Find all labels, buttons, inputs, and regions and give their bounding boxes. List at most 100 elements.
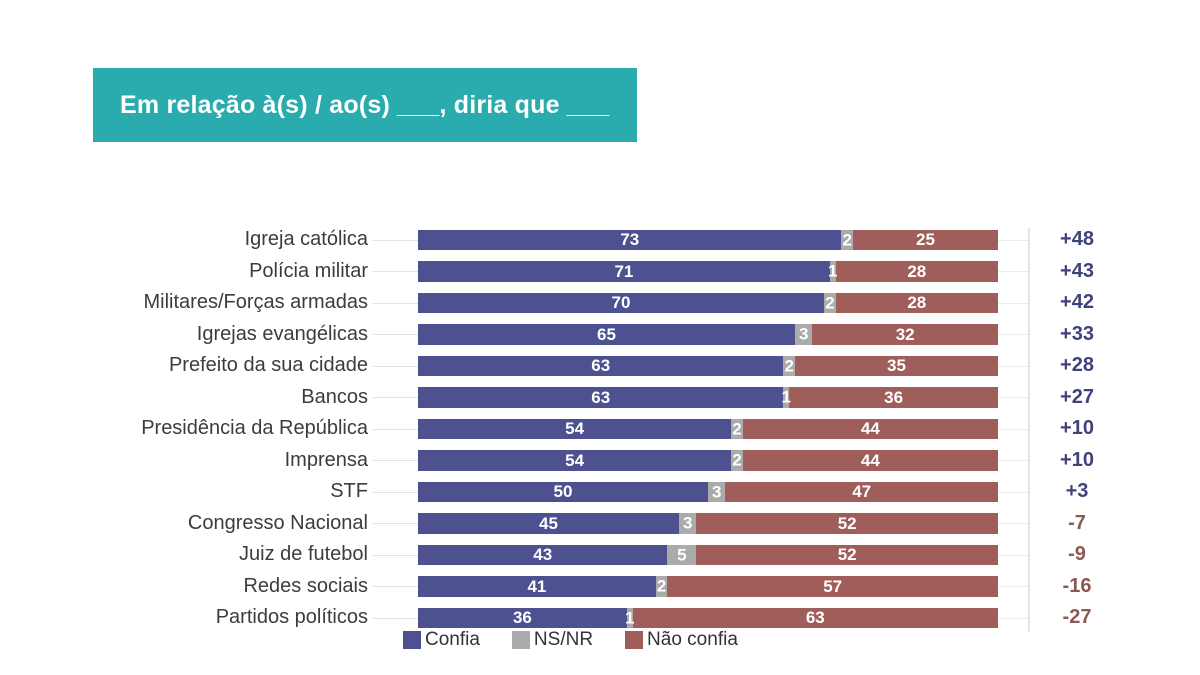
- net-score: +43: [1060, 259, 1094, 282]
- bar-value-label: 44: [860, 419, 880, 439]
- bar-value-label: 45: [539, 513, 558, 533]
- bar-segment-confia: 65: [418, 324, 795, 345]
- stacked-bar: 50 3 47: [418, 481, 998, 502]
- bar-value-label: 71: [614, 261, 634, 281]
- stacked-bar: 54 2 44: [418, 418, 998, 439]
- net-score: +42: [1060, 291, 1094, 314]
- bar-value-label: 3: [711, 482, 722, 502]
- tick-line-right: [998, 365, 1028, 367]
- bar-segment-nsnr: 3: [679, 513, 697, 534]
- tick-line-left: [373, 460, 418, 462]
- category-label: Redes sociais: [243, 574, 368, 597]
- bar-value-label: 1: [827, 261, 838, 281]
- category-label: Polícia militar: [249, 259, 368, 282]
- legend-swatch-icon: [511, 631, 530, 649]
- bar-segment-confia: 63: [418, 387, 784, 408]
- net-score: -16: [1062, 574, 1092, 597]
- bar-segment-nao_confia: 47: [725, 481, 998, 502]
- net-score: -27: [1062, 606, 1092, 629]
- tick-line-right: [998, 428, 1028, 430]
- chart-row: Presidência da República 54 2 44 +10: [0, 413, 1200, 445]
- net-score: -9: [1068, 543, 1086, 566]
- bar-segment-nao_confia: 28: [835, 292, 998, 313]
- bar-segment-nao_confia: 57: [667, 576, 998, 597]
- legend-label: Não confia: [647, 629, 738, 650]
- net-score: +28: [1060, 354, 1094, 377]
- bar-value-label: 2: [842, 230, 852, 250]
- chart-row: Imprensa 54 2 44 +10: [0, 445, 1200, 477]
- net-score: +33: [1060, 322, 1094, 345]
- bar-segment-confia: 45: [418, 513, 679, 534]
- chart-row: Polícia militar 71 1 28 +43: [0, 256, 1200, 288]
- tick-line-left: [373, 365, 418, 367]
- bar-value-label: 3: [798, 324, 809, 344]
- bar-value-label: 28: [907, 261, 927, 281]
- tick-line-left: [373, 334, 418, 336]
- stacked-bar: 41 2 57: [418, 576, 998, 597]
- bar-value-label: 54: [565, 450, 585, 470]
- stacked-bar: 43 5 52: [418, 544, 998, 565]
- bar-segment-confia: 50: [418, 481, 708, 502]
- category-label: Juiz de futebol: [239, 543, 368, 566]
- chart-row: STF 50 3 47 +3: [0, 476, 1200, 508]
- chart-row: Prefeito da sua cidade 63 2 35 +28: [0, 350, 1200, 382]
- chart-title-banner: Em relação à(s) / ao(s) ___, diria que _…: [93, 68, 637, 142]
- category-label: Imprensa: [284, 448, 368, 471]
- bar-segment-confia: 54: [418, 450, 732, 471]
- legend-item: Não confia: [625, 629, 738, 651]
- bar-segment-confia: 36: [418, 607, 627, 628]
- bar-segment-nsnr: 1: [827, 261, 838, 282]
- tick-line-left: [373, 523, 418, 525]
- stacked-bar: 63 1 36: [418, 387, 998, 408]
- bar-segment-confia: 71: [418, 261, 830, 282]
- bar-value-label: 2: [732, 419, 742, 439]
- bar-value-label: 2: [732, 450, 742, 470]
- tick-line-right: [998, 491, 1028, 493]
- tick-line-right: [998, 523, 1028, 525]
- bar-segment-confia: 43: [418, 544, 668, 565]
- net-score: +48: [1060, 228, 1094, 251]
- bar-value-label: 54: [565, 419, 585, 439]
- legend-swatch-icon: [403, 631, 421, 649]
- stacked-bar: 63 2 35: [418, 355, 998, 376]
- bar-value-label: 2: [656, 576, 667, 596]
- chart-row: Igreja católica 73 2 25 +48: [0, 224, 1200, 256]
- bar-value-label: 25: [916, 230, 935, 250]
- bar-value-label: 1: [781, 387, 792, 407]
- bar-segment-nsnr: 3: [708, 481, 726, 502]
- tick-line-left: [373, 554, 418, 556]
- bar-segment-nao_confia: 52: [696, 513, 998, 534]
- net-score: +10: [1060, 417, 1094, 440]
- bar-value-label: 3: [682, 513, 693, 533]
- net-score: +27: [1060, 385, 1094, 408]
- bar-value-label: 43: [533, 545, 553, 565]
- tick-line-left: [373, 586, 418, 588]
- tick-line-right: [998, 586, 1028, 588]
- tick-line-right: [998, 271, 1028, 273]
- bar-value-label: 73: [620, 230, 640, 250]
- bar-segment-nsnr: 2: [731, 418, 743, 439]
- bar-segment-nsnr: 1: [781, 387, 792, 408]
- bar-segment-nsnr: 3: [795, 324, 813, 345]
- legend-label: NS/NR: [533, 629, 594, 650]
- bar-segment-nao_confia: 44: [742, 450, 998, 471]
- category-label: Prefeito da sua cidade: [168, 354, 368, 377]
- category-label: Igrejas evangélicas: [196, 322, 368, 345]
- bar-segment-nao_confia: 32: [812, 324, 998, 345]
- right-axis-line: [1028, 228, 1030, 632]
- bar-value-label: 70: [611, 293, 631, 313]
- bar-value-label: 52: [837, 545, 857, 565]
- legend-item: Confia: [403, 629, 480, 651]
- category-label: Bancos: [301, 385, 368, 408]
- net-score: +10: [1060, 448, 1094, 471]
- bar-value-label: 28: [907, 293, 927, 313]
- bar-value-label: 63: [591, 356, 611, 376]
- stacked-bar: 71 1 28: [418, 261, 998, 282]
- category-label: Presidência da República: [141, 417, 368, 440]
- stacked-bar: 54 2 44: [418, 450, 998, 471]
- chart-rows: Igreja católica 73 2 25 +48 Polícia militar 71…: [0, 224, 1200, 634]
- tick-line-left: [373, 271, 418, 273]
- tick-line-right: [998, 460, 1028, 462]
- bar-value-label: 63: [805, 608, 825, 628]
- bar-segment-nsnr: 5: [667, 544, 697, 565]
